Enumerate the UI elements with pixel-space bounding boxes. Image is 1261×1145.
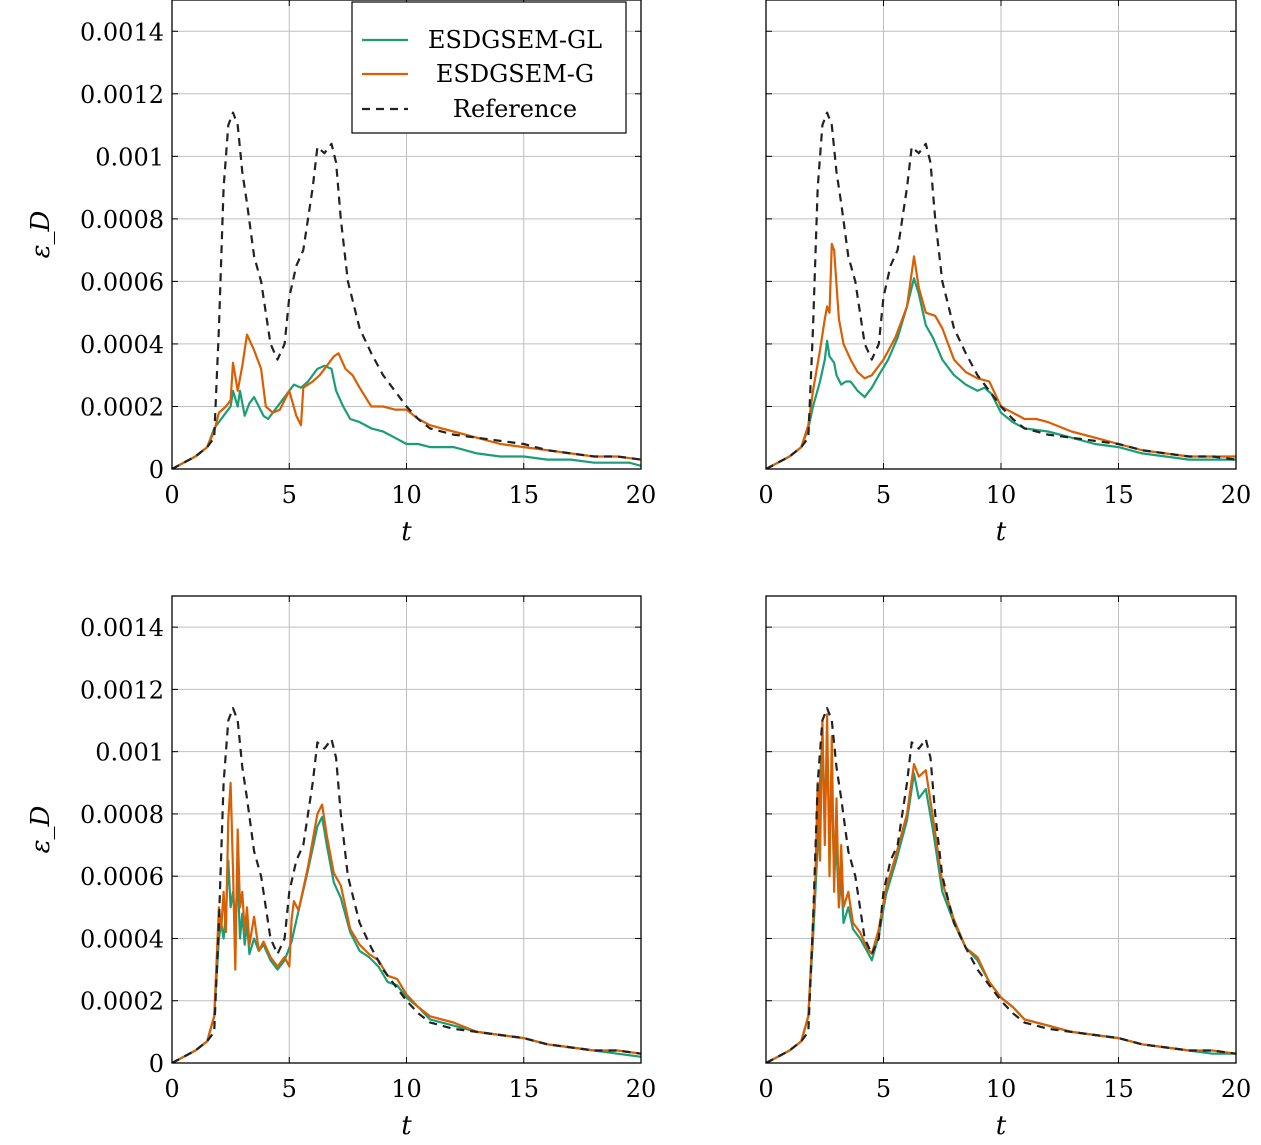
legend-label-reference: Reference <box>453 95 577 123</box>
y-tick-label: 0.001 <box>95 143 164 171</box>
y-tick-label: 0.0012 <box>80 81 164 109</box>
legend: ESDGSEM-GL ESDGSEM-G Reference <box>351 1 627 134</box>
x-tick-label: 15 <box>1103 481 1134 509</box>
x-tick-label: 20 <box>1221 481 1252 509</box>
y-tick-label: 0.0014 <box>80 18 164 46</box>
series-line-esdgsem-g <box>172 781 641 1063</box>
series-line-esdgsem-g <box>766 713 1236 1063</box>
series-line-reference <box>172 707 641 1063</box>
legend-label-esdgsem-gl: ESDGSEM-GL <box>428 26 602 54</box>
y-tick-label: 0.0002 <box>80 988 164 1016</box>
plot-frame <box>765 595 1237 1064</box>
y-tick-label: 0.001 <box>95 739 164 767</box>
x-tick-label: 15 <box>508 481 539 509</box>
series-line-reference <box>766 707 1236 1063</box>
series-line-reference <box>172 111 641 469</box>
x-tick-label: 5 <box>876 1075 891 1103</box>
legend-label-esdgsem-g: ESDGSEM-G <box>436 60 594 88</box>
plot-frame <box>171 0 642 470</box>
y-tick-label: 0.0014 <box>80 614 164 642</box>
series-line-reference <box>766 111 1236 469</box>
y-tick-label: 0 <box>149 1050 164 1078</box>
x-axis-label: t <box>401 1111 412 1141</box>
chart-panel-bottom-left: 0 5 10 15 20 0 0.0002 0.0004 0.0006 0.0008 0.001 0.… <box>26 595 657 1141</box>
x-tick-label: 0 <box>164 481 179 509</box>
y-tick-label: 0.0004 <box>80 331 164 359</box>
chart-panel-top-left: 0 5 10 15 20 0 0.0002 0.0004 0.0006 0.0008 0.001 0.… <box>26 0 656 547</box>
y-tick-label: 0.0012 <box>80 676 164 704</box>
x-axis-label: t <box>996 1111 1007 1141</box>
x-tick-label: 5 <box>282 481 297 509</box>
series-line-esdgsem-gl <box>172 364 641 469</box>
x-tick-label: 15 <box>1103 1075 1134 1103</box>
chart-panel-bottom-right: 0 5 10 15 20 t <box>758 595 1252 1141</box>
y-tick-label: 0.0008 <box>80 801 164 829</box>
x-tick-label: 15 <box>508 1075 539 1103</box>
x-tick-label: 20 <box>626 1075 657 1103</box>
plot-frame <box>171 595 642 1064</box>
x-tick-label: 0 <box>164 1075 179 1103</box>
x-tick-label: 5 <box>876 481 891 509</box>
x-tick-label: 0 <box>758 481 773 509</box>
y-tick-label: 0.0004 <box>80 925 164 953</box>
y-tick-label: 0 <box>149 456 164 484</box>
series-line-esdgsem-g <box>766 242 1236 469</box>
x-tick-label: 5 <box>282 1075 297 1103</box>
plot-frame <box>765 0 1237 470</box>
y-tick-label: 0.0008 <box>80 206 164 234</box>
x-axis-label: t <box>401 517 412 547</box>
x-tick-label: 20 <box>626 481 657 509</box>
y-tick-label: 0.0006 <box>80 268 164 296</box>
x-tick-label: 10 <box>391 1075 422 1103</box>
x-tick-label: 10 <box>986 481 1017 509</box>
y-axis-label: ε_D <box>26 805 56 853</box>
chart-panel-top-right: 0 5 10 15 20 t <box>758 0 1251 547</box>
x-tick-label: 0 <box>758 1075 773 1103</box>
x-tick-label: 10 <box>391 481 422 509</box>
y-tick-label: 0.0002 <box>80 393 164 421</box>
y-tick-label: 0.0006 <box>80 863 164 891</box>
x-tick-label: 10 <box>986 1075 1017 1103</box>
legend-box <box>351 1 627 134</box>
y-axis-label: ε_D <box>26 210 56 258</box>
x-tick-label: 20 <box>1221 1075 1252 1103</box>
x-axis-label: t <box>996 517 1007 547</box>
